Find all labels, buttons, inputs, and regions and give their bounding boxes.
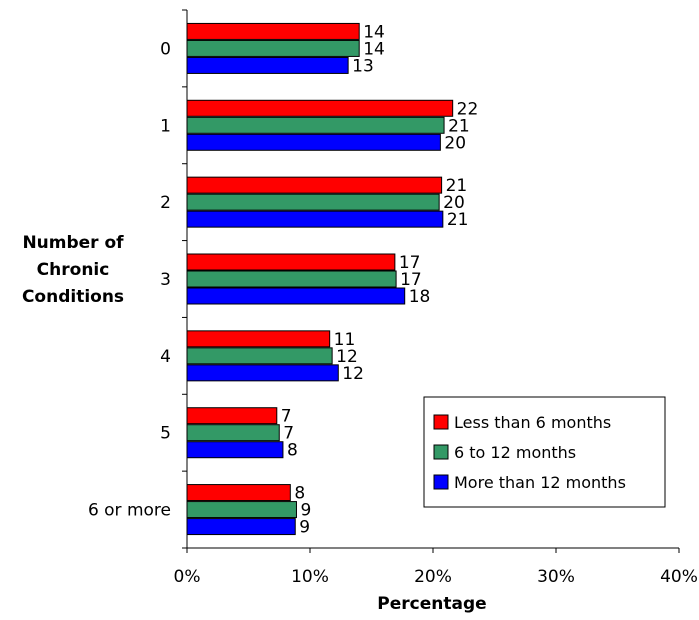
legend-label: Less than 6 months: [454, 413, 611, 432]
y-tick-label: 0: [160, 39, 171, 59]
value-label: 8: [287, 441, 298, 461]
bar-6-or-more-series-3: [186, 518, 296, 536]
x-tick-label: 20%: [414, 567, 452, 587]
y-tick-label: 4: [160, 347, 171, 367]
bar-6-or-more-series-2: [186, 501, 297, 519]
bar-3-series-3: [186, 287, 406, 305]
bar-2-series-1: [186, 176, 443, 194]
value-label: 9: [300, 501, 311, 521]
legend-label: More than 12 months: [454, 473, 626, 492]
value-label: 7: [283, 424, 294, 444]
value-label: 20: [444, 133, 466, 153]
bar-2-series-2: [186, 193, 440, 211]
y-ticks: 0 1 2 3 4 5 6 or more: [88, 9, 187, 549]
bar-4-series-3: [186, 364, 339, 382]
bar-0-series-2: [186, 39, 360, 57]
legend-label: 6 to 12 months: [454, 443, 576, 462]
x-axis-title: Percentage: [377, 594, 486, 614]
bar-3-series-1: [186, 253, 396, 271]
value-label: 11: [334, 330, 356, 350]
bar-1-series-1: [186, 99, 454, 117]
value-label: 21: [448, 116, 470, 136]
x-ticks: 0% 10% 20% 30% 40%: [174, 548, 698, 587]
legend: Less than 6 months 6 to 12 months More tha…: [423, 396, 666, 508]
bar-4-series-1: [186, 330, 331, 348]
legend-swatch: [433, 414, 449, 430]
y-tick-label: 6 or more: [88, 501, 171, 521]
value-label: 12: [336, 347, 358, 367]
bar-6-or-more-series-1: [186, 484, 291, 502]
value-label: 13: [352, 56, 374, 76]
legend-swatch: [433, 474, 449, 490]
y-axis-title-line: Chronic: [37, 260, 110, 280]
value-label: 14: [363, 22, 385, 42]
value-label: 8: [294, 484, 305, 504]
value-label: 20: [443, 193, 465, 213]
value-label: 9: [299, 518, 310, 538]
value-label: 14: [363, 39, 385, 59]
x-tick-label: 30%: [537, 567, 575, 587]
y-axis-title-line: Conditions: [22, 287, 124, 307]
y-tick-label: 2: [160, 193, 171, 213]
bar-1-series-2: [186, 116, 445, 134]
x-tick-label: 0%: [174, 567, 201, 587]
value-label: 21: [447, 210, 469, 230]
bar-5-series-1: [186, 407, 278, 425]
y-axis-title: Number of Chronic Conditions: [22, 233, 124, 307]
bar-1-series-3: [186, 133, 441, 151]
value-label: 21: [446, 176, 468, 196]
bar-0-series-3: [186, 56, 349, 74]
value-label: 7: [281, 407, 292, 427]
y-tick-label: 3: [160, 270, 171, 290]
bar-5-series-3: [186, 441, 284, 459]
x-tick-label: 10%: [291, 567, 329, 587]
value-label: 12: [342, 364, 364, 384]
y-tick-label: 1: [160, 116, 171, 136]
bar-0-series-1: [186, 22, 360, 40]
x-tick-label: 40%: [660, 567, 698, 587]
legend-swatch: [433, 444, 449, 460]
value-label: 17: [399, 253, 421, 273]
value-label: 17: [400, 270, 422, 290]
bar-2-series-3: [186, 210, 444, 228]
value-label: 22: [457, 99, 479, 119]
legend-box: [423, 396, 666, 508]
value-label: 18: [409, 287, 431, 307]
y-tick-label: 5: [160, 424, 171, 444]
y-axis-title-line: Number of: [22, 233, 124, 253]
bar-5-series-2: [186, 424, 280, 442]
bar-4-series-2: [186, 347, 333, 365]
bar-3-series-2: [186, 270, 397, 288]
